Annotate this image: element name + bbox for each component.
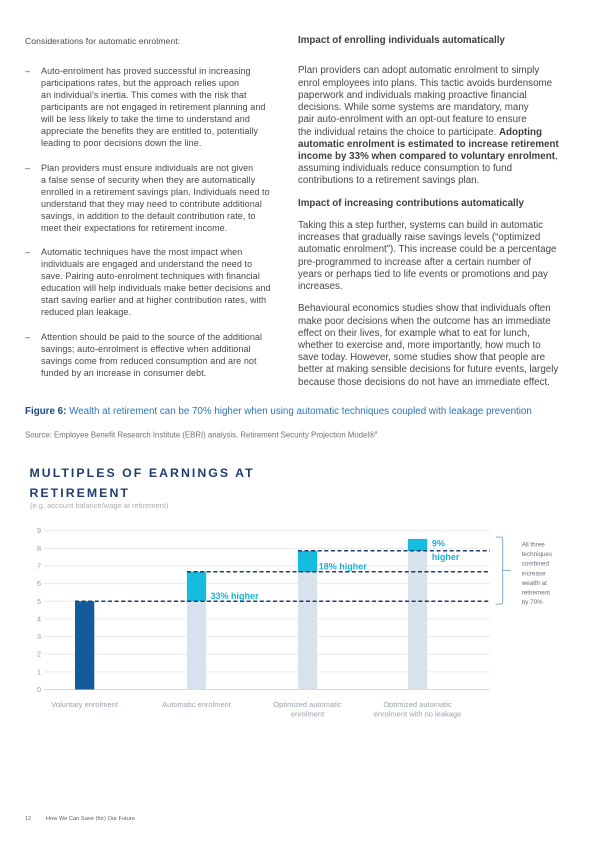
svg-text:Automatic enrolment: Automatic enrolment bbox=[162, 700, 232, 709]
svg-text:3: 3 bbox=[37, 632, 41, 641]
svg-text:2: 2 bbox=[37, 650, 41, 659]
svg-text:1: 1 bbox=[37, 667, 41, 676]
svg-text:increase: increase bbox=[522, 570, 546, 577]
svg-text:Voluntary enrolment: Voluntary enrolment bbox=[51, 700, 119, 709]
svg-text:techniques: techniques bbox=[522, 551, 552, 558]
svg-text:by 70%: by 70% bbox=[522, 599, 543, 606]
svg-text:7: 7 bbox=[37, 562, 41, 571]
svg-text:Optimized automatic: Optimized automatic bbox=[383, 700, 452, 709]
svg-text:enrolment with no leakage: enrolment with no leakage bbox=[374, 710, 462, 719]
svg-text:enrolment: enrolment bbox=[291, 710, 325, 719]
svg-text:9%: 9% bbox=[432, 538, 445, 548]
svg-text:18% higher: 18% higher bbox=[319, 562, 368, 572]
svg-text:All three: All three bbox=[522, 542, 546, 549]
svg-text:combined: combined bbox=[522, 561, 550, 568]
svg-text:retirement: retirement bbox=[522, 589, 551, 596]
svg-text:Optimized automatic: Optimized automatic bbox=[273, 700, 342, 709]
svg-text:5: 5 bbox=[37, 597, 41, 606]
svg-text:4: 4 bbox=[37, 614, 41, 623]
svg-text:9: 9 bbox=[37, 526, 41, 535]
svg-text:0: 0 bbox=[37, 685, 41, 694]
svg-text:wealth at: wealth at bbox=[521, 580, 547, 587]
svg-text:8: 8 bbox=[37, 544, 41, 553]
svg-text:higher: higher bbox=[432, 552, 460, 562]
svg-text:6: 6 bbox=[37, 579, 41, 588]
svg-text:33% higher: 33% higher bbox=[211, 591, 260, 601]
